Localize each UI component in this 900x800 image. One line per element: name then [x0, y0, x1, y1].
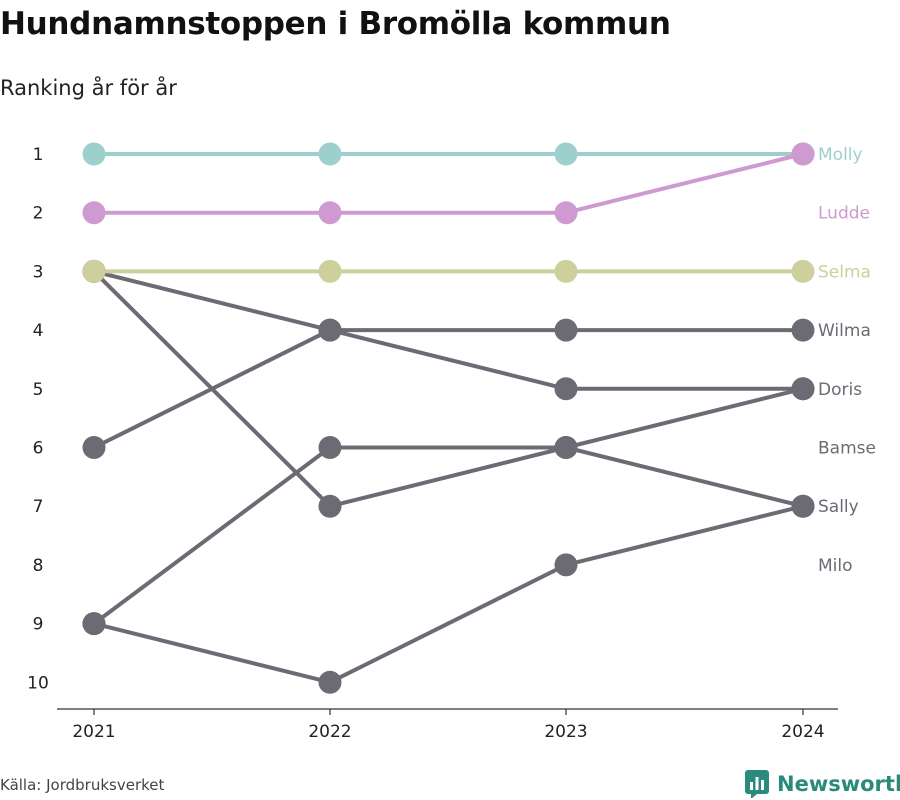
data-point-ludde[interactable] — [554, 201, 578, 225]
y-tick-label: 7 — [33, 497, 44, 517]
data-point-wilma[interactable] — [554, 318, 578, 342]
series-line-bamse — [92, 386, 805, 626]
x-axis: 2021 2022 2023 2024 — [57, 708, 838, 742]
data-point-sally[interactable] — [318, 494, 342, 518]
bar-chart-icon — [745, 770, 769, 798]
data-point-bamse[interactable] — [791, 377, 815, 401]
series-lines — [92, 152, 805, 685]
end-label-sally: Sally — [818, 497, 859, 517]
data-point-molly[interactable] — [554, 142, 578, 166]
series-line-doris — [92, 269, 805, 391]
data-point-doris[interactable] — [554, 377, 578, 401]
end-label-selma: Selma — [818, 262, 871, 282]
x-tick-label: 2023 — [544, 722, 587, 742]
data-point-milo[interactable] — [554, 553, 578, 577]
y-tick-label: 9 — [33, 615, 44, 635]
end-label-molly: Molly — [818, 145, 863, 165]
data-point-selma[interactable] — [554, 259, 578, 283]
series-line-milo — [92, 504, 805, 685]
data-point-milo[interactable] — [82, 612, 106, 636]
data-point-wilma[interactable] — [82, 436, 106, 459]
series-line-sally — [92, 269, 805, 509]
data-point-selma[interactable] — [791, 259, 815, 283]
source-note: Källa: Jordbruksverket — [0, 776, 165, 794]
end-label-bamse: Bamse — [818, 439, 876, 459]
data-point-wilma[interactable] — [791, 318, 815, 342]
chart-subtitle: Ranking år för år — [0, 76, 177, 100]
data-point-doris[interactable] — [318, 318, 342, 342]
data-point-selma[interactable] — [82, 259, 106, 283]
y-tick-label: 5 — [33, 380, 44, 400]
y-tick-label: 10 — [27, 673, 49, 693]
data-point-ludde-half — [803, 142, 815, 166]
data-point-sally[interactable] — [554, 436, 578, 459]
x-tick-label: 2022 — [308, 722, 351, 742]
y-axis-ticks: 1 2 3 4 5 6 7 8 9 10 — [27, 145, 49, 693]
end-label-ludde: Ludde — [818, 204, 870, 224]
y-tick-label: 3 — [33, 262, 44, 282]
bump-chart: 1 2 3 4 5 6 7 8 9 10 2021 2022 2023 2024 Molly Ludde S… — [27, 142, 876, 742]
series-end-labels: Molly Ludde Selma Wilma Doris Bamse Sally Milo — [818, 145, 876, 576]
end-label-milo: Milo — [818, 556, 853, 576]
data-point-milo[interactable] — [791, 494, 815, 518]
series-line-ludde — [92, 152, 805, 215]
data-point-ludde[interactable] — [318, 201, 342, 225]
data-point-ludde[interactable] — [82, 201, 106, 225]
x-tick-label: 2021 — [72, 722, 115, 742]
y-tick-label: 6 — [33, 439, 44, 459]
brand-name: Newsworthy — [777, 772, 900, 796]
brand-logo[interactable]: Newsworthy — [745, 770, 900, 798]
y-tick-label: 8 — [33, 556, 44, 576]
end-label-doris: Doris — [818, 380, 862, 400]
data-point-milo[interactable] — [318, 670, 342, 694]
y-tick-label: 4 — [33, 321, 44, 341]
data-point-selma[interactable] — [318, 259, 342, 283]
data-point-molly[interactable] — [82, 142, 106, 166]
data-point-molly[interactable] — [318, 142, 342, 166]
series-points — [82, 142, 815, 694]
chart-title: Hundnamnstoppen i Bromölla kommun — [0, 6, 671, 42]
x-tick-label: 2024 — [781, 722, 824, 742]
y-tick-label: 1 — [33, 145, 44, 165]
data-point-bamse[interactable] — [318, 436, 342, 459]
end-label-wilma: Wilma — [818, 321, 871, 341]
y-tick-label: 2 — [33, 204, 44, 224]
